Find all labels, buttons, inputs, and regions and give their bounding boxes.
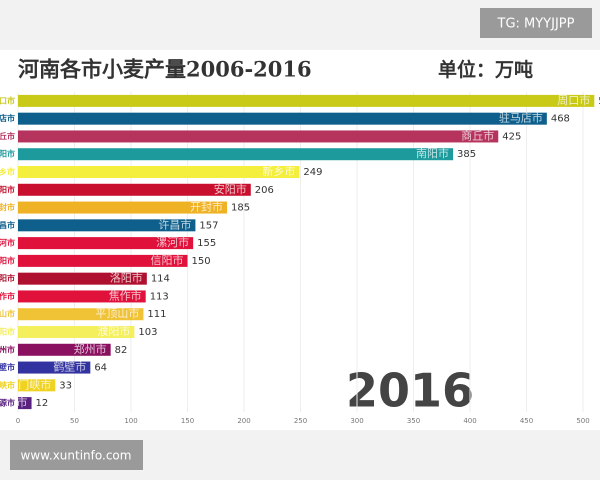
y-tick-label: 南阳市 [0, 149, 15, 159]
bar [18, 397, 32, 410]
y-tick-label: 濮阳市 [0, 327, 15, 337]
value-label: 113 [150, 291, 169, 302]
footer-box [10, 440, 143, 470]
bar-name: 商丘市 [461, 128, 494, 142]
x-tick-label: 100 [124, 417, 137, 425]
bar [18, 94, 595, 107]
value-label: 155 [197, 238, 216, 249]
value-label: 111 [147, 309, 166, 320]
bar-name: 开封市 [190, 200, 223, 214]
bar-name: 洛阳市 [110, 271, 143, 285]
year-label: 2016 [346, 364, 474, 418]
x-tick-label: 200 [237, 417, 250, 425]
bar-name: 平顶山市 [95, 306, 139, 320]
watermark: TG: MYYJJPP [497, 17, 575, 32]
value-label: 33 [59, 380, 72, 391]
x-tick-label: 500 [576, 417, 589, 425]
value-label: 64 [94, 363, 107, 374]
bar [18, 112, 547, 125]
x-tick-label: 0 [16, 417, 20, 425]
bar-name: 漯河市 [156, 235, 189, 249]
footer-url: www.xuntinfo.com [21, 449, 132, 463]
y-tick-label: 郑州市 [0, 344, 15, 354]
chart-title: 河南各市小麦产量2006-2016 [18, 57, 312, 82]
x-tick-label: 450 [520, 417, 533, 425]
bar-name: 鹤壁市 [53, 360, 86, 374]
x-tick-label: 350 [407, 417, 420, 425]
y-tick-label: 驻马店市 [0, 113, 15, 123]
unit-label: 单位：万吨 [438, 58, 533, 81]
bar-name: 郑州市 [74, 342, 107, 356]
bar [18, 237, 194, 250]
bar [18, 219, 196, 232]
bar [18, 290, 146, 303]
bar-name: 三门峡市 [7, 377, 51, 391]
bar [18, 308, 144, 321]
bar [18, 254, 188, 267]
y-tick-label: 新乡市 [0, 167, 15, 177]
bar [18, 201, 228, 214]
bar [18, 148, 454, 161]
bar-name: 焦作市 [109, 288, 142, 302]
x-tick-label: 300 [350, 417, 363, 425]
y-tick-label: 三门峡市 [0, 380, 15, 390]
y-tick-label: 信阳市 [0, 255, 15, 265]
value-label: 12 [36, 398, 49, 409]
x-tick-label: 50 [70, 417, 79, 425]
x-tick-label: 250 [294, 417, 307, 425]
bar [18, 272, 147, 285]
value-label: 82 [115, 345, 128, 356]
value-label: 157 [199, 220, 218, 231]
y-tick-label: 安阳市 [0, 184, 15, 194]
bar [18, 379, 56, 392]
value-label: 114 [151, 274, 170, 285]
bar [18, 183, 251, 196]
value-label: 150 [192, 256, 211, 267]
y-tick-label: 漯河市 [0, 238, 15, 248]
x-tick-label: 150 [181, 417, 194, 425]
bar-name: 许昌市 [158, 217, 191, 231]
value-label: 510 [598, 96, 600, 107]
y-tick-label: 商丘市 [0, 131, 15, 141]
value-label: 249 [303, 167, 322, 178]
bar [18, 361, 91, 374]
bar-name: 安阳市 [214, 182, 247, 196]
bar-name: 濮阳市 [97, 324, 130, 338]
y-tick-label: 洛阳市 [0, 273, 15, 283]
bar-name: 南阳市 [416, 146, 449, 160]
y-tick-label: 许昌市 [0, 220, 15, 230]
bar-name: 信阳市 [151, 253, 184, 267]
bar-name: 驻马店市 [499, 111, 543, 125]
y-tick-label: 济源市 [0, 398, 15, 408]
y-tick-label: 鹤壁市 [0, 362, 15, 372]
y-tick-label: 平顶山市 [0, 309, 15, 319]
watermark-box [480, 8, 592, 38]
y-tick-label: 焦作市 [0, 291, 15, 301]
value-label: 103 [138, 327, 157, 338]
value-label: 468 [551, 114, 570, 125]
x-tick-label: 400 [463, 417, 476, 425]
bar-name: 周口市 [557, 93, 590, 107]
value-label: 206 [255, 185, 274, 196]
bar [18, 130, 499, 143]
value-label: 385 [457, 149, 476, 160]
bar [18, 326, 135, 338]
bar [18, 343, 111, 356]
bar [18, 166, 300, 178]
bar-name: 新乡市 [262, 164, 295, 178]
value-label: 185 [231, 203, 250, 214]
y-tick-label: 周口市 [0, 95, 15, 105]
bar-name: 济源市 [0, 395, 28, 409]
value-label: 425 [502, 131, 521, 142]
y-tick-label: 开封市 [0, 202, 15, 212]
